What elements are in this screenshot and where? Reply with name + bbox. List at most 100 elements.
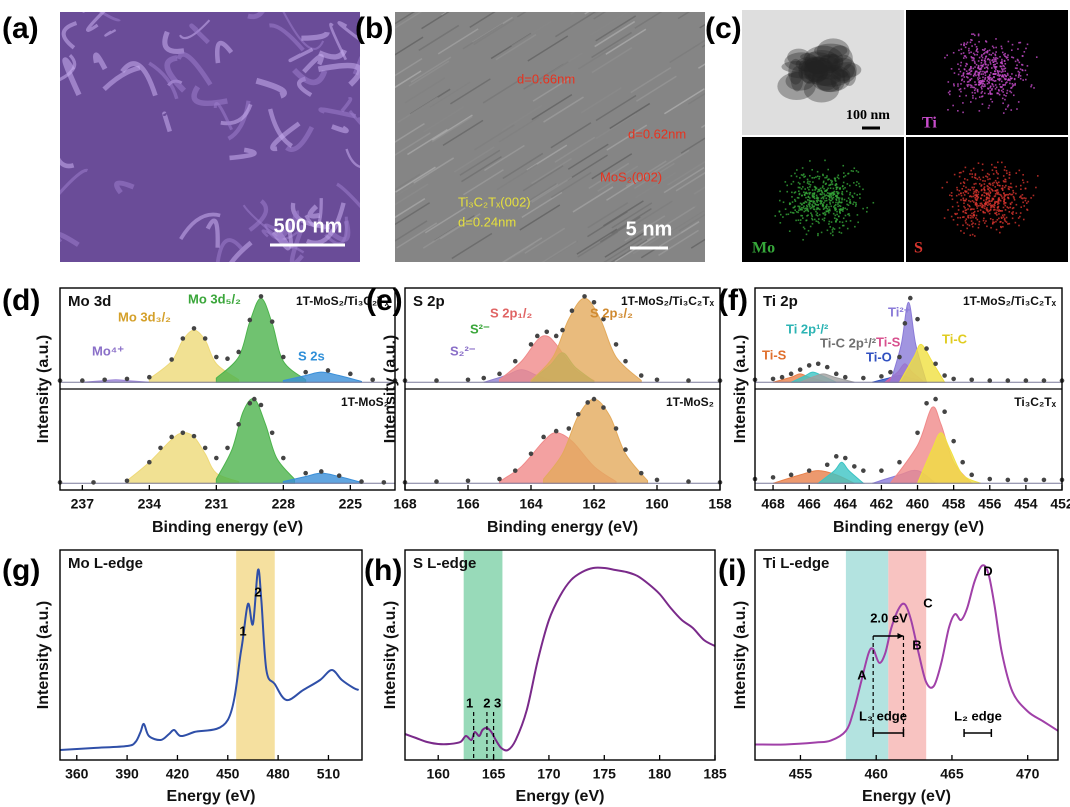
- eds-dot: [1000, 86, 1002, 89]
- eds-dot: [965, 70, 968, 73]
- eds-dot: [786, 184, 789, 187]
- hrtem-texture: [473, 18, 515, 46]
- eds-dot: [958, 171, 961, 174]
- sem-texture: [60, 232, 80, 247]
- eds-dot: [804, 207, 806, 210]
- data-point: [924, 401, 929, 406]
- eds-dot: [981, 95, 984, 97]
- sem-texture: [214, 40, 234, 64]
- eds-dot: [1010, 77, 1012, 80]
- eds-dot: [994, 212, 996, 215]
- eds-dot: [962, 181, 965, 183]
- data-point: [325, 368, 331, 373]
- eds-dot: [1002, 84, 1005, 86]
- eds-dot: [826, 210, 828, 213]
- eds-dot: [855, 184, 858, 187]
- eds-dot: [1001, 51, 1004, 54]
- eds-dot: [842, 164, 845, 167]
- eds-dot: [962, 73, 965, 75]
- eds-dot: [803, 205, 805, 208]
- eds-dot: [832, 227, 834, 229]
- eds-dot: [976, 48, 979, 50]
- eds-dot: [1000, 195, 1003, 198]
- plot-frame: [404, 287, 721, 491]
- eds-dot: [1005, 75, 1007, 78]
- eds-dot: [957, 83, 959, 85]
- data-point: [788, 472, 794, 478]
- eds-dot: [822, 212, 825, 215]
- eds-dot: [995, 60, 997, 63]
- eds-dot: [960, 171, 962, 174]
- hrtem-texture: [631, 200, 673, 227]
- eds-dot: [782, 201, 785, 204]
- eds-dot: [816, 201, 819, 203]
- eds-dot: [1010, 182, 1012, 185]
- data-point: [833, 371, 839, 377]
- sem-texture: [276, 210, 300, 242]
- eds-dot: [986, 50, 989, 52]
- data-point: [1041, 477, 1047, 483]
- eds-dot: [797, 205, 799, 208]
- eds-dot: [963, 55, 966, 57]
- eds-dot: [987, 178, 989, 181]
- eds-dot: [946, 54, 949, 57]
- peak-label: Ti-C 2p¹/²: [820, 335, 877, 350]
- eds-dot: [967, 72, 970, 75]
- eds-dot: [980, 80, 982, 82]
- hrtem-texture: [555, 12, 596, 38]
- eds-dot: [968, 80, 970, 83]
- eds-dot: [988, 74, 991, 77]
- eds-dot: [1021, 63, 1023, 66]
- data-point: [281, 354, 286, 360]
- eds-dot: [992, 73, 995, 75]
- eds-dot: [976, 178, 979, 180]
- eds-dot: [960, 48, 963, 51]
- eds-dot: [978, 56, 981, 59]
- eds-dot: [837, 203, 839, 205]
- eds-dot: [955, 194, 958, 197]
- data-point: [833, 454, 839, 459]
- eds-dot: [971, 212, 973, 215]
- eds-dot: [982, 219, 985, 222]
- data-point: [686, 378, 691, 383]
- fit-component: [282, 472, 362, 484]
- plot-frame: [404, 549, 716, 761]
- eds-dot: [794, 209, 797, 211]
- eds-dot: [806, 182, 809, 184]
- eds-dot: [810, 212, 812, 214]
- data-point: [1005, 378, 1011, 383]
- peak-label: S²⁻: [470, 321, 490, 336]
- eds-dot: [815, 210, 817, 213]
- eds-dot: [849, 199, 851, 201]
- eds-dot: [1001, 189, 1004, 192]
- x-tick-label: 456: [978, 496, 1002, 512]
- eds-dot: [1003, 218, 1006, 221]
- eds-dot: [834, 179, 836, 181]
- eds-dot: [957, 205, 960, 207]
- eds-dot: [841, 193, 844, 196]
- eds-dot: [811, 222, 814, 225]
- eds-dot: [975, 74, 977, 77]
- eds-dot: [970, 66, 972, 68]
- eds-dot: [1011, 56, 1013, 58]
- eds-dot: [964, 211, 967, 214]
- eds-dot: [954, 212, 956, 215]
- eds-dot: [799, 222, 802, 225]
- eds-dot: [943, 217, 946, 219]
- hrtem-texture: [413, 157, 455, 184]
- eds-dot: [1002, 216, 1005, 218]
- hrtem-texture: [663, 0, 703, 10]
- eds-dot: [992, 52, 994, 54]
- eds-dot: [811, 205, 814, 208]
- chart-title: Ti L-edge: [763, 555, 829, 572]
- eds-dot: [983, 71, 986, 73]
- data-point: [623, 358, 628, 364]
- y-axis-label: Intensity (a.u.): [382, 335, 399, 443]
- eds-dot: [822, 173, 824, 176]
- eds-dot: [980, 59, 983, 62]
- scale-bar-label: 500 nm: [274, 215, 343, 237]
- eds-dot: [997, 71, 999, 74]
- x-axis-label: Energy (eV): [167, 788, 256, 805]
- eds-dot: [835, 188, 838, 191]
- eds-dot: [840, 201, 842, 204]
